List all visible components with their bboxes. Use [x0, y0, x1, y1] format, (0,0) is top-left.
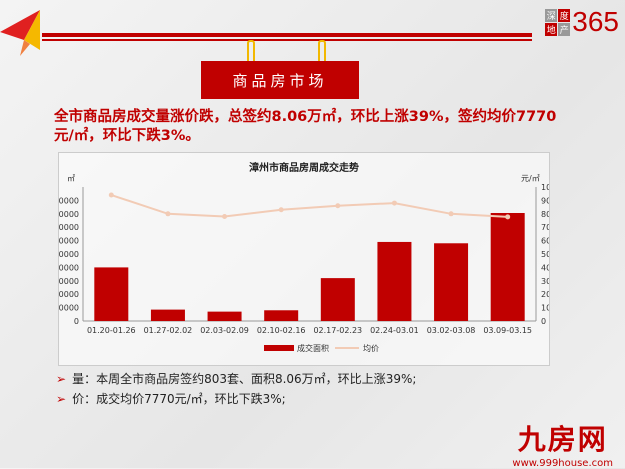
arrow-icon: ➢	[56, 392, 67, 406]
y-right-tick-label: 9000	[541, 196, 549, 205]
y-left-tick-label: 10000	[59, 304, 79, 313]
y-left-tick-label: 80000	[59, 210, 79, 219]
bullet-item: ➢ 价：成交均价7770元/㎡，环比下跌3%;	[56, 392, 286, 406]
y-right-tick-label: 6000	[541, 237, 549, 246]
price-point	[505, 214, 511, 220]
y-left-unit: ㎡	[67, 174, 75, 183]
y-right-tick-label: 7000	[541, 223, 549, 232]
y-right-tick-label: 4000	[541, 263, 549, 272]
price-point	[278, 207, 284, 213]
x-tick-label: 02.10-02.16	[257, 326, 306, 335]
x-tick-label: 01.27-02.02	[144, 326, 193, 335]
price-point	[448, 211, 454, 217]
legend-bar-swatch	[264, 345, 294, 351]
paper-plane-icon	[0, 10, 40, 56]
bar	[264, 310, 299, 321]
y-left-tick-label: 90000	[59, 196, 79, 205]
y-left-tick-label: 50000	[59, 250, 79, 259]
bar	[377, 241, 412, 321]
bar	[150, 309, 185, 321]
chart: 漳州市商品房周成交走势 ㎡ 元/㎡ 0100002000030000400005…	[54, 152, 566, 366]
y-left-tick-label: 70000	[59, 223, 79, 232]
x-tick-label: 01.20-01.26	[87, 326, 136, 335]
y-right-tick-label: 3000	[541, 277, 549, 286]
y-left-tick-label: 40000	[59, 263, 79, 272]
price-point	[165, 211, 171, 217]
y-right-unit: 元/㎡	[521, 174, 540, 183]
logo-365: 深度地产 365	[545, 6, 619, 37]
bar	[320, 278, 355, 321]
legend-line-label: 均价	[363, 343, 379, 353]
y-right-tick-label: 1000	[541, 304, 549, 313]
bar	[490, 212, 525, 321]
x-tick-label: 02.03-02.09	[200, 326, 249, 335]
price-point	[391, 200, 397, 206]
bullet-list: ➢ 量：本周全市商品房签约803套、面积8.06万㎡，环比上涨39%; ➢ 价：成交…	[56, 369, 416, 409]
bullet-item: ➢ 量：本周全市商品房签约803套、面积8.06万㎡，环比上涨39%;	[56, 372, 417, 386]
price-point	[108, 192, 114, 198]
price-line	[110, 194, 508, 218]
chart-title: 漳州市商品房周成交走势	[249, 161, 359, 174]
price-point	[335, 203, 341, 209]
price-point	[222, 213, 228, 219]
bar	[207, 311, 242, 321]
x-tick-label: 02.24-03.01	[370, 326, 419, 335]
header-rule-thin	[42, 39, 532, 41]
y-left-tick-label: 60000	[59, 237, 79, 246]
y-right-tick-label: 5000	[541, 250, 549, 259]
section-title: 商品房市场	[201, 61, 359, 99]
bar	[434, 243, 469, 321]
bar	[94, 267, 129, 321]
y-right-tick-label: 8000	[541, 210, 549, 219]
x-tick-label: 03.09-03.15	[483, 326, 532, 335]
footer-logo: 九房网 www.999house.com	[512, 423, 613, 469]
x-tick-label: 03.02-03.08	[427, 326, 476, 335]
x-tick-label: 02.17-02.23	[313, 326, 362, 335]
y-right-tick-label: 10000	[541, 183, 549, 192]
y-right-tick-label: 0	[541, 317, 546, 326]
header-rule	[42, 33, 532, 37]
headline: 全市商品房成交量涨价跌，总签约8.06万㎡，环比上涨39%，签约均价7770元/…	[54, 109, 557, 144]
y-left-tick-label: 0	[74, 317, 79, 326]
arrow-icon: ➢	[56, 372, 67, 386]
y-left-tick-label: 30000	[59, 277, 79, 286]
legend-bar-label: 成交面积	[297, 343, 329, 353]
